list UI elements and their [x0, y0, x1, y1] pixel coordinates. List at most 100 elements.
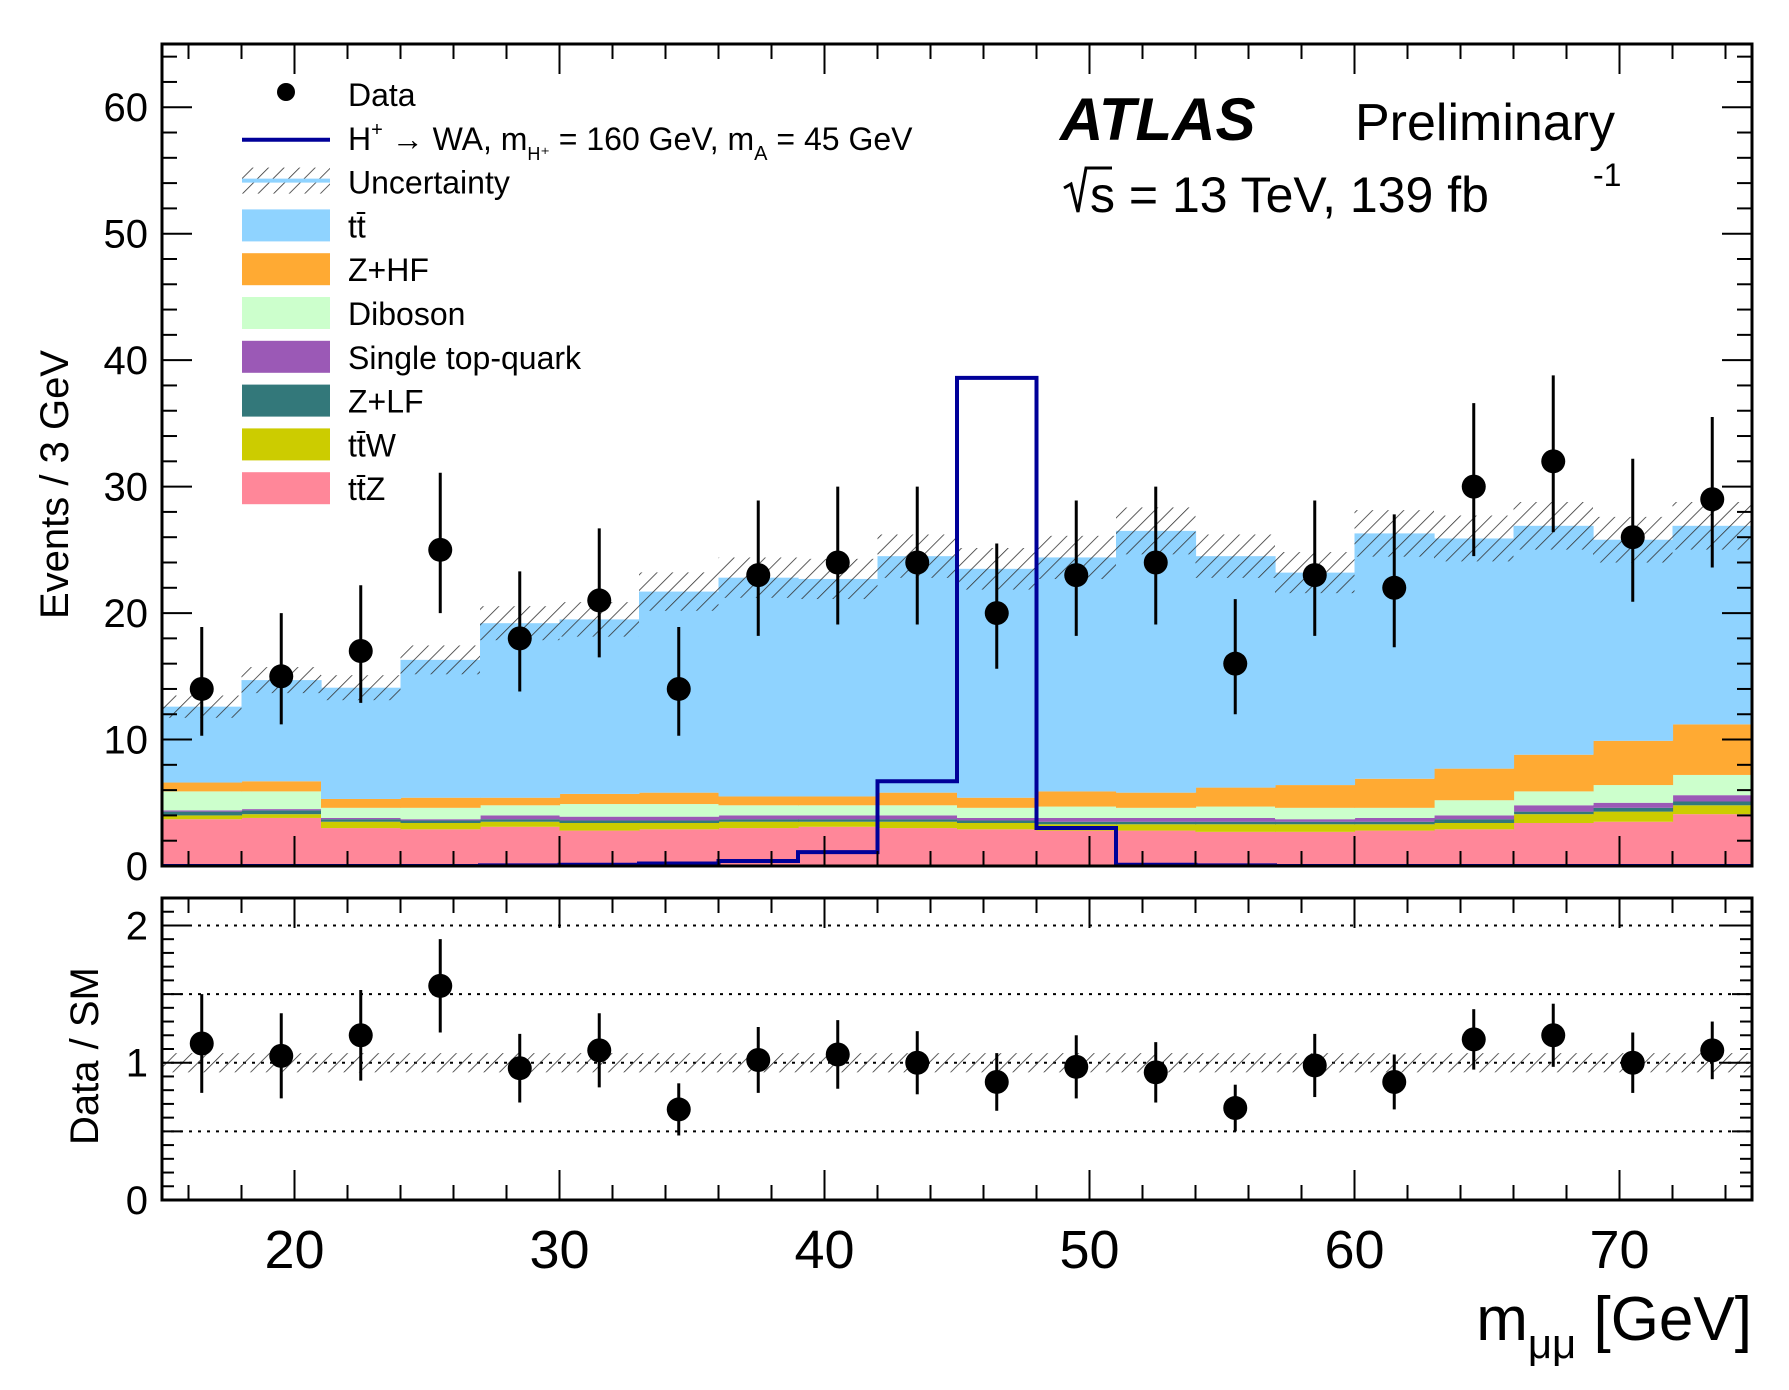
legend-item-6: Single top-quark	[242, 340, 582, 376]
ratio-point-4	[507, 1056, 532, 1081]
legend-label-9: tt̄Z	[348, 471, 385, 507]
bar-single-top-quark-19	[1672, 795, 1752, 802]
data-point-0	[189, 676, 214, 701]
bar-tt-w-4	[480, 821, 561, 827]
bar-diboson-18	[1593, 785, 1674, 803]
bar-z-lf-15	[1354, 821, 1435, 825]
legend-item-0: Data	[277, 77, 416, 113]
bar-tt-z-3	[400, 829, 481, 866]
data-points	[189, 375, 1725, 736]
bar-diboson-5	[559, 804, 640, 817]
legend-label-0: Data	[348, 77, 416, 113]
bar-single-top-quark-5	[559, 816, 640, 821]
bar-diboson-13	[1195, 806, 1276, 818]
ratio-point-5	[587, 1038, 612, 1063]
bar-single-top-quark-7	[718, 815, 799, 820]
y-axis-label-main: Events / 3 GeV	[33, 350, 77, 619]
ratio-point-8	[825, 1042, 850, 1067]
legend-label-4: Z+HF	[348, 252, 429, 288]
bar-single-top-quark-2	[321, 817, 402, 820]
data-point-1	[269, 664, 294, 689]
legend-swatch-9	[242, 472, 330, 505]
data-point-19	[1700, 487, 1725, 512]
bar-z-lf-10	[957, 820, 1038, 824]
bar-diboson-12	[1116, 807, 1197, 818]
bar-tt-w-1	[241, 814, 322, 818]
bar-tt-w-16	[1434, 823, 1515, 830]
bar-tt-w-12	[1116, 824, 1197, 831]
bar-tt-z-12	[1116, 830, 1197, 866]
bar-z-hf-1	[241, 781, 322, 792]
ratio-y-tick-label: 1	[126, 1042, 148, 1086]
bar-tt-z-1	[241, 817, 322, 866]
bar-z-lf-3	[400, 820, 481, 824]
y-axis-label-ratio: Data / SM	[63, 967, 107, 1145]
data-point-7	[746, 563, 771, 588]
bar-tt-z-17	[1513, 823, 1594, 866]
data-point-4	[507, 626, 532, 651]
bar-diboson-16	[1434, 800, 1515, 816]
ratio-point-14	[1302, 1053, 1327, 1078]
bar-diboson-9	[877, 805, 958, 816]
bar-z-hf-9	[877, 792, 958, 806]
bar-tt-w-14	[1275, 824, 1356, 832]
bar-z-hf-2	[321, 798, 402, 808]
data-point-8	[825, 550, 850, 575]
bar-single-top-quark-6	[639, 816, 720, 821]
bar-z-lf-18	[1593, 807, 1674, 812]
bar-z-hf-12	[1116, 792, 1197, 808]
bar-tt-z-6	[639, 829, 720, 866]
bar-tt-z-15	[1354, 830, 1435, 866]
bar-single-top-quark-9	[877, 815, 958, 820]
bar-tt-z-18	[1593, 821, 1674, 866]
ratio-panel	[162, 898, 1752, 1200]
bar-z-lf-0	[162, 811, 243, 816]
ratio-uncertainty-band	[162, 1053, 1752, 1073]
y-tick-label: 0	[126, 845, 148, 889]
bar-single-top-quark-10	[957, 817, 1038, 821]
bar-tt-w-6	[639, 823, 720, 830]
bar-single-top-quark-11	[1036, 817, 1117, 822]
data-point-16	[1461, 474, 1486, 499]
bar-single-top-quark-4	[480, 815, 561, 820]
y-tick-label: 60	[104, 86, 149, 130]
data-point-12	[1143, 550, 1168, 575]
ratio-axes: 0 1 2 20 30 40 50 60 70	[126, 896, 1754, 1280]
data-point-11	[1064, 563, 1089, 588]
bar-z-lf-2	[321, 819, 402, 822]
x-axis-label: mμμ [GeV]	[1476, 1285, 1752, 1367]
sqrt-symbol	[1063, 166, 1112, 213]
bar-z-hf-6	[639, 792, 720, 805]
bar-z-hf-7	[718, 796, 799, 806]
x-tick-label: 70	[1589, 1220, 1649, 1280]
bar-single-top-quark-13	[1195, 817, 1276, 822]
bar-tt-w-17	[1513, 814, 1594, 824]
ratio-point-19	[1700, 1038, 1725, 1063]
x-tick-label: 30	[529, 1220, 589, 1280]
bar-z-lf-4	[480, 819, 561, 822]
legend-item-7: Z+LF	[242, 384, 424, 420]
bar-tt-w-8	[798, 821, 879, 827]
legend-swatch-4	[242, 253, 330, 286]
bar-z-lf-14	[1275, 821, 1356, 825]
ratio-point-9	[905, 1050, 930, 1075]
bar-z-hf-17	[1513, 754, 1594, 792]
legend-swatch-8	[242, 428, 330, 461]
y-tick-label: 10	[104, 719, 149, 763]
bar-single-top-quark-12	[1116, 817, 1197, 822]
bar-z-hf-19	[1672, 724, 1752, 775]
legend-label-2: Uncertainty	[348, 165, 510, 201]
uncertainty-bin-6	[639, 572, 719, 611]
bar-tt-z-14	[1275, 831, 1356, 866]
legend-label-7: Z+LF	[348, 384, 424, 420]
bar-tt-z-4	[480, 826, 561, 866]
ratio-point-11	[1064, 1054, 1089, 1079]
energy-text: s = 13 TeV, 139 fb	[1090, 167, 1489, 223]
lumi-exponent: -1	[1593, 157, 1621, 193]
bar-z-hf-3	[400, 797, 481, 808]
bar-z-hf-13	[1195, 787, 1276, 807]
ratio-point-2	[348, 1023, 373, 1048]
bar-z-lf-13	[1195, 821, 1276, 825]
bar-single-top-quark-8	[798, 815, 879, 820]
